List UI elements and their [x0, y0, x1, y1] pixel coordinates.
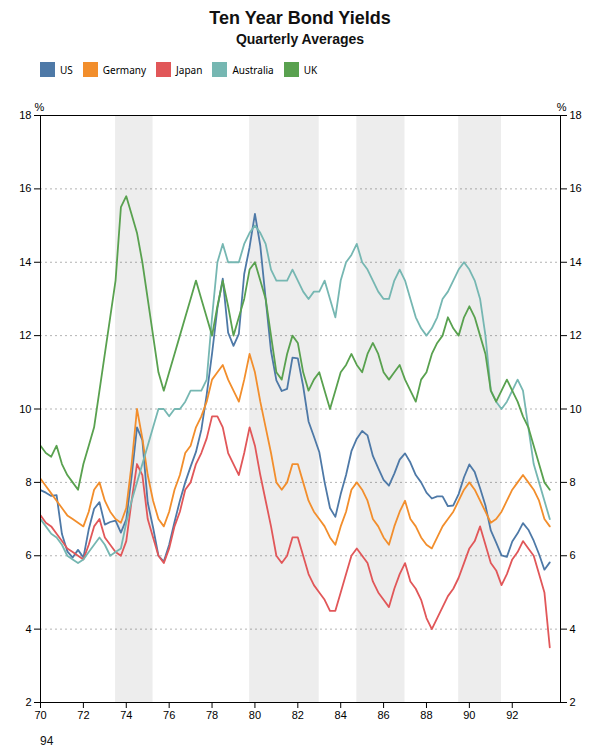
svg-text:8: 8 [25, 476, 31, 488]
html-text:US: US [60, 62, 73, 77]
svg-text:14: 14 [570, 256, 582, 268]
svg-text:76: 76 [163, 709, 175, 721]
svg-text:%: % [557, 101, 567, 113]
svg-text:10: 10 [570, 403, 582, 415]
svg-text:86: 86 [377, 709, 389, 721]
html-text:UK: UK [303, 62, 318, 77]
svg-text:6: 6 [570, 549, 576, 561]
svg-text:90: 90 [463, 709, 475, 721]
svg-text:88: 88 [420, 709, 432, 721]
svg-text:12: 12 [19, 329, 31, 341]
svg-text:74: 74 [120, 709, 132, 721]
svg-text:70: 70 [34, 709, 46, 721]
svg-text:14: 14 [19, 256, 31, 268]
svg-text:84: 84 [335, 709, 347, 721]
html-text:Ten Year Bond Yields: Ten Year Bond Yields [209, 8, 391, 28]
svg-text:16: 16 [570, 182, 582, 194]
svg-text:92: 92 [506, 709, 518, 721]
svg-text:18: 18 [570, 109, 582, 121]
svg-text:82: 82 [292, 709, 304, 721]
svg-text:6: 6 [25, 549, 31, 561]
svg-text:16: 16 [19, 182, 31, 194]
html-text:Germany: Germany [102, 62, 147, 77]
svg-text:78: 78 [206, 709, 218, 721]
svg-text:%: % [35, 101, 45, 113]
svg-text:80: 80 [249, 709, 261, 721]
svg-text:4: 4 [25, 623, 31, 635]
svg-text:18: 18 [19, 109, 31, 121]
svg-text:10: 10 [19, 403, 31, 415]
svg-text:72: 72 [77, 709, 89, 721]
html-text:94: 94 [40, 734, 54, 748]
svg-text:8: 8 [570, 476, 576, 488]
svg-text:2: 2 [570, 696, 576, 708]
svg-text:12: 12 [570, 329, 582, 341]
html-text:Quarterly Averages: Quarterly Averages [235, 31, 365, 47]
html-text:Japan: Japan [176, 62, 203, 77]
html-text:Australia: Australia [232, 62, 274, 77]
svg-text:2: 2 [25, 696, 31, 708]
svg-text:4: 4 [570, 623, 576, 635]
